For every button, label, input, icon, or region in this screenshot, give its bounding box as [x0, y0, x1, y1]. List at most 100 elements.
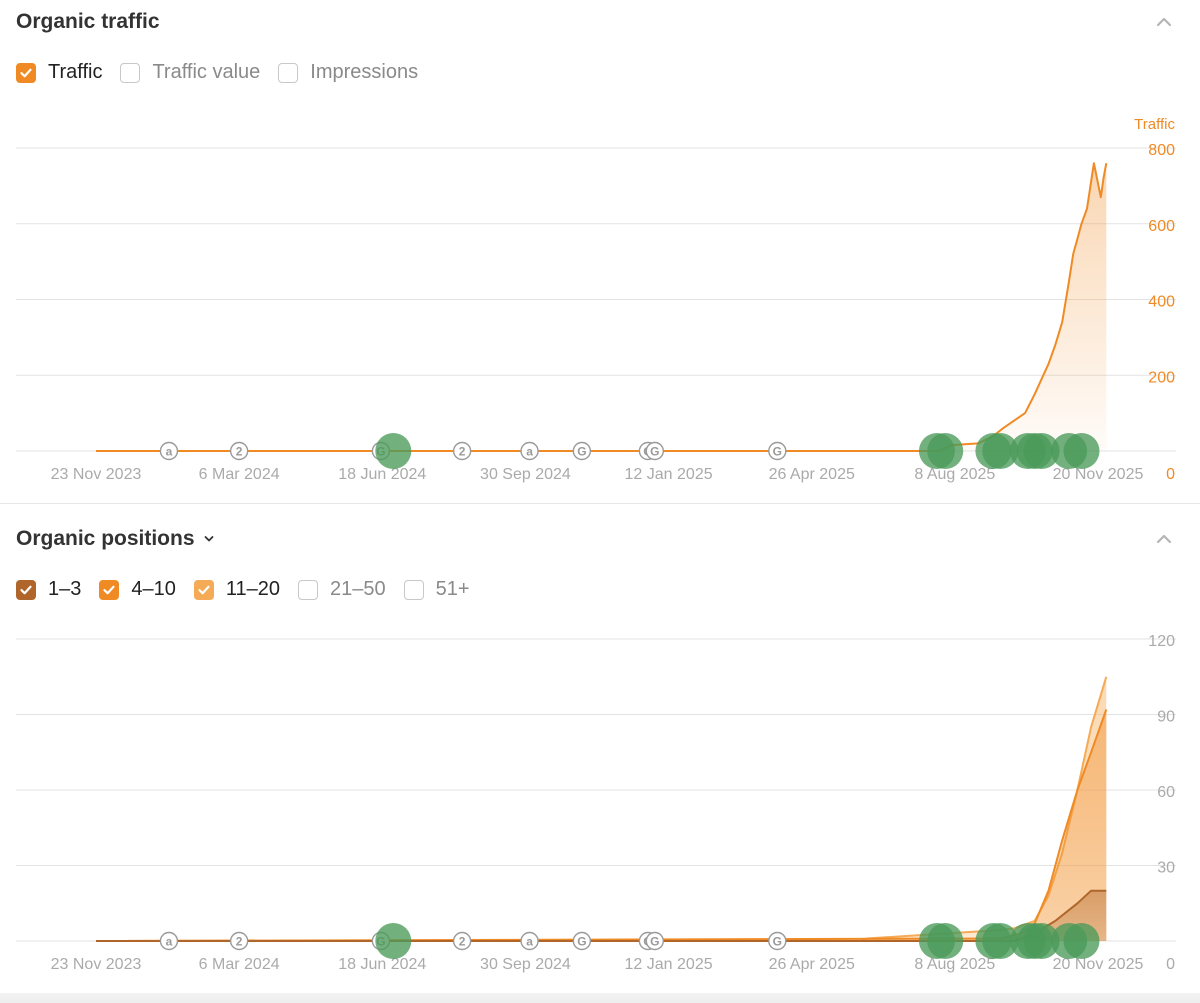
positions-series-line — [95, 709, 1108, 942]
positions-checkbox-3[interactable]: 21–50 — [298, 578, 386, 601]
positions-series-area — [96, 676, 1107, 941]
svg-text:G: G — [650, 935, 659, 949]
svg-text:2: 2 — [459, 935, 466, 949]
traffic-checkbox-1[interactable]: Traffic value — [120, 61, 260, 84]
positions-checkbox-label: 51+ — [435, 578, 470, 600]
traffic-series-area — [96, 163, 1107, 451]
traffic-series-line — [96, 162, 1108, 452]
traffic-y-tick-label: 0 — [1166, 466, 1175, 483]
positions-annotation-marker-icon: G — [572, 931, 592, 951]
chevron-up-icon — [1156, 17, 1172, 27]
positions-annotation-marker-icon: a — [159, 931, 179, 951]
checkbox-checked-icon — [99, 579, 120, 600]
traffic-checkbox-label: Traffic value — [152, 61, 261, 83]
traffic-update-dot — [375, 433, 412, 469]
positions-annotation-marker-icon: G — [768, 931, 787, 951]
svg-text:G: G — [577, 445, 586, 459]
svg-text:2: 2 — [236, 445, 243, 459]
organic-traffic-panel — [0, 503, 1200, 504]
traffic-annotation-marker-icon: 2 — [229, 441, 249, 461]
positions-x-tick-label: 23 Nov 2023 — [51, 956, 142, 973]
bottom-divider — [0, 993, 1200, 1003]
positions-series-area — [96, 709, 1107, 941]
traffic-checkbox-label: Impressions — [310, 61, 419, 83]
positions-y-tick-label: 120 — [1148, 633, 1175, 650]
checkbox-checked-icon — [16, 62, 36, 83]
traffic-y-tick-label: 800 — [1148, 142, 1175, 159]
traffic-annotation-marker-icon: G — [768, 441, 787, 461]
traffic-x-tick-label: 20 Nov 2025 — [1053, 466, 1144, 483]
traffic-update-dot — [927, 433, 964, 469]
positions-y-tick-label: 60 — [1157, 784, 1175, 801]
traffic-checkbox-0[interactable]: Traffic — [16, 61, 102, 84]
traffic-annotation-marker-icon: 2 — [452, 441, 472, 461]
positions-legend: 1–3 4–10 11–20 21–50 51+ — [16, 578, 488, 601]
positions-update-dot — [927, 923, 964, 959]
positions-checkbox-4[interactable]: 51+ — [403, 578, 470, 601]
traffic-x-tick-label: 6 Mar 2024 — [199, 466, 280, 483]
svg-text:a: a — [166, 445, 173, 459]
traffic-y-tick-label: 400 — [1148, 294, 1175, 311]
traffic-y-tick-label: 600 — [1148, 218, 1175, 235]
positions-annotation-marker-icon: G — [645, 931, 665, 951]
traffic-update-dot — [1063, 433, 1100, 469]
checkbox-checked-icon — [16, 579, 36, 600]
checkbox-unchecked-icon — [403, 579, 424, 600]
positions-x-tick-label: 30 Sep 2024 — [480, 956, 571, 973]
svg-text:a: a — [526, 935, 533, 949]
positions-x-tick-label: 20 Nov 2025 — [1053, 956, 1144, 973]
traffic-y-axis-label: Traffic — [1134, 116, 1175, 133]
traffic-x-tick-label: 18 Jun 2024 — [338, 466, 426, 483]
positions-checkbox-label: 11–20 — [225, 578, 281, 600]
positions-checkbox-label: 4–10 — [131, 578, 176, 600]
organic-positions-title[interactable]: Organic positions — [16, 527, 215, 551]
positions-checkbox-1[interactable]: 4–10 — [99, 578, 176, 601]
positions-annotation-marker-icon: 2 — [452, 931, 472, 951]
svg-text:G: G — [577, 935, 586, 949]
svg-text:a: a — [526, 445, 533, 459]
svg-text:2: 2 — [236, 935, 243, 949]
svg-text:G: G — [773, 445, 782, 459]
positions-checkbox-2[interactable]: 11–20 — [193, 578, 281, 601]
positions-checkbox-0[interactable]: 1–3 — [16, 578, 81, 601]
positions-y-tick-label: 30 — [1157, 860, 1175, 877]
positions-y-tick-label: 0 — [1166, 956, 1175, 973]
organic-traffic-title: Organic traffic — [16, 10, 160, 34]
positions-update-dot — [1023, 923, 1060, 959]
traffic-legend: Traffic Traffic value Impressions — [16, 61, 436, 84]
positions-annotation-marker-icon: 2 — [229, 931, 249, 951]
traffic-checkbox-label: Traffic — [48, 61, 103, 83]
positions-series-line — [96, 676, 1108, 942]
positions-y-tick-label: 90 — [1157, 709, 1175, 726]
traffic-y-tick-label: 200 — [1148, 369, 1175, 386]
traffic-update-dot — [1023, 433, 1060, 469]
positions-checkbox-label: 21–50 — [330, 578, 386, 600]
chevron-down-icon — [204, 536, 213, 542]
checkbox-unchecked-icon — [278, 62, 299, 83]
traffic-annotation-marker-icon: G — [572, 441, 592, 461]
checkbox-checked-icon — [193, 579, 214, 600]
traffic-annotation-marker-icon: a — [520, 441, 539, 461]
traffic-x-tick-label: 23 Nov 2023 — [51, 466, 142, 483]
positions-x-tick-label: 26 Apr 2025 — [769, 956, 855, 973]
positions-update-dot — [375, 923, 412, 959]
traffic-annotation-marker-icon: a — [159, 441, 179, 461]
traffic-checkbox-2[interactable]: Impressions — [278, 61, 418, 84]
positions-x-tick-label: 8 Aug 2025 — [914, 956, 995, 973]
traffic-collapse-button[interactable] — [1154, 12, 1174, 32]
positions-annotation-marker-icon: a — [520, 931, 539, 951]
svg-text:G: G — [773, 935, 782, 949]
organic-traffic-title-text: Organic traffic — [16, 10, 160, 33]
traffic-x-tick-label: 8 Aug 2025 — [914, 466, 995, 483]
traffic-x-tick-label: 12 Jan 2025 — [625, 466, 713, 483]
positions-update-dot — [1063, 923, 1100, 959]
traffic-x-tick-label: 30 Sep 2024 — [480, 466, 571, 483]
positions-x-tick-label: 18 Jun 2024 — [338, 956, 426, 973]
organic-positions-title-text: Organic positions — [16, 527, 195, 550]
positions-collapse-button[interactable] — [1154, 529, 1174, 549]
svg-text:2: 2 — [459, 445, 466, 459]
positions-x-tick-label: 12 Jan 2025 — [625, 956, 713, 973]
svg-text:a: a — [166, 935, 173, 949]
svg-text:G: G — [650, 445, 659, 459]
